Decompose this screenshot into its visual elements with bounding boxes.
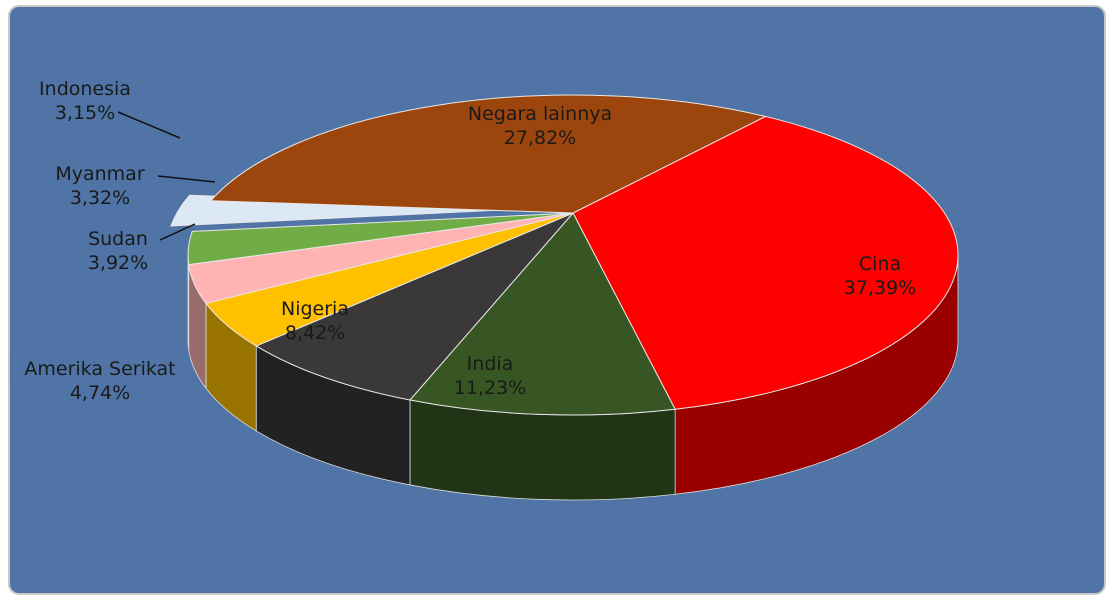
label-value: 11,23% <box>454 377 526 399</box>
label-value: 3,32% <box>70 187 130 209</box>
slice <box>409 212 676 416</box>
data-label: Cina 37,39% <box>844 253 916 299</box>
label-name: Amerika Serikat <box>24 358 175 380</box>
slice <box>255 212 574 401</box>
data-label: Negara lainnya 27,82% <box>468 103 612 149</box>
slice <box>572 115 959 410</box>
label-name: Cina <box>859 253 901 275</box>
slice-side <box>187 254 190 350</box>
label-name: Nigeria <box>281 298 349 320</box>
label-value: 27,82% <box>504 127 576 149</box>
label-value: 8,42% <box>285 322 345 344</box>
slice <box>209 94 767 214</box>
leader-line <box>117 111 181 139</box>
label-name: Myanmar <box>55 163 144 185</box>
leader-line <box>159 223 196 241</box>
label-value: 3,92% <box>88 252 148 274</box>
label-name: Negara lainnya <box>468 103 612 125</box>
label-value: 37,39% <box>844 277 916 299</box>
label-name: Indonesia <box>39 78 131 100</box>
label-value: 3,15% <box>55 102 115 124</box>
data-label: Myanmar 3,32% <box>55 163 144 209</box>
leader-line <box>157 175 216 183</box>
data-label: Indonesia 3,15% <box>39 78 131 124</box>
label-name: Sudan <box>88 228 148 250</box>
data-label: Sudan 3,92% <box>88 228 148 274</box>
data-label: Nigeria 8,42% <box>281 298 349 344</box>
label-value: 4,74% <box>70 382 130 404</box>
slice <box>187 212 574 266</box>
data-label: Amerika Serikat 4,74% <box>24 358 175 404</box>
data-label: India 11,23% <box>454 353 526 399</box>
label-name: India <box>467 353 514 375</box>
